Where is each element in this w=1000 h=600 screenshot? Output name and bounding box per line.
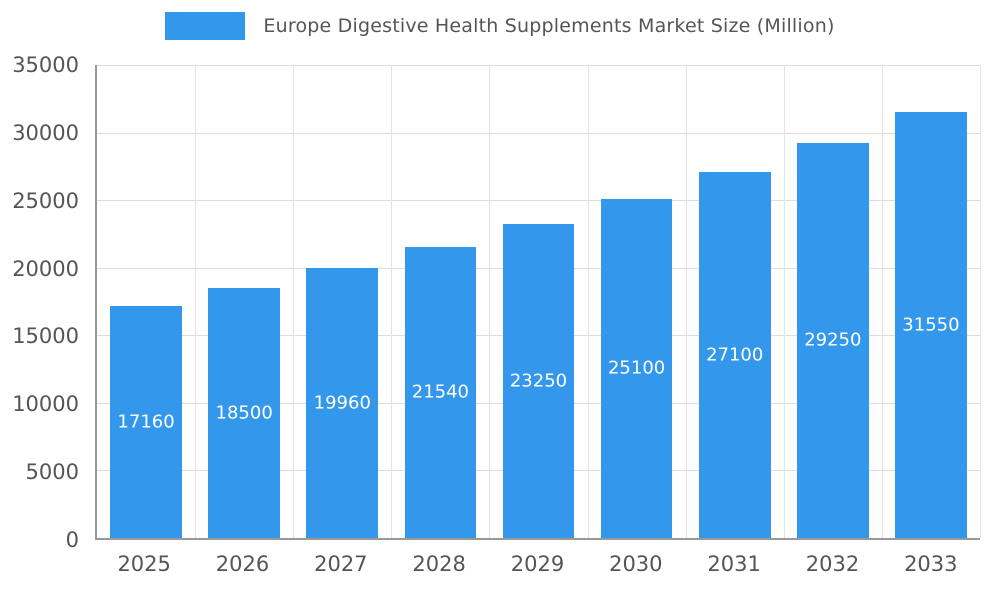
- bar-slot: 25100: [588, 65, 686, 538]
- legend-swatch: [165, 12, 246, 40]
- plot-area: 17160 18500 19960 21540 23250 25100 27100 29250…: [95, 65, 981, 540]
- y-tick-label: 0: [65, 528, 79, 552]
- bar-value-label: 21540: [411, 381, 470, 403]
- vertical-gridline: [881, 65, 883, 538]
- chart-title: Europe Digestive Health Supplements Mark…: [263, 15, 835, 37]
- x-axis: 2025 2026 2027 2028 2029 2030 2031 2032 2033: [95, 552, 980, 576]
- bar-2032: 29250: [797, 142, 869, 538]
- bar-value-label: 17160: [117, 411, 175, 433]
- bar-2031: 27100: [698, 171, 771, 538]
- bar-value-label: 29250: [804, 329, 862, 351]
- bar-2028: 21540: [404, 246, 477, 538]
- bar-slot: 29250: [784, 65, 882, 538]
- vertical-gridline: [685, 65, 687, 538]
- bar-2029: 23250: [502, 223, 575, 538]
- vertical-gridline: [489, 65, 491, 538]
- bar-slot: 19960: [293, 65, 391, 538]
- vertical-gridline: [195, 65, 197, 538]
- x-tick-label: 2027: [314, 552, 368, 576]
- bar-2025: 17160: [110, 306, 182, 538]
- bar-slot: 21540: [391, 65, 489, 538]
- bar-value-label: 25100: [607, 357, 666, 379]
- bar-2027: 19960: [306, 268, 379, 538]
- bar-slot: 31550: [882, 65, 980, 538]
- y-tick-label: 30000: [12, 120, 79, 145]
- bar-2030: 25100: [600, 198, 673, 538]
- bar-slot: 17160: [97, 65, 195, 538]
- y-tick-label: 5000: [25, 460, 79, 485]
- bar-value-label: 27100: [706, 344, 764, 366]
- vertical-gridline: [783, 65, 785, 538]
- bar-slot: 18500: [195, 65, 293, 538]
- x-tick-label: 2028: [412, 552, 466, 576]
- vertical-gridline: [293, 65, 295, 538]
- bar-value-label: 18500: [215, 402, 273, 424]
- x-tick-label: 2026: [215, 552, 270, 576]
- x-tick-label: 2029: [510, 552, 565, 576]
- y-tick-label: 15000: [12, 324, 79, 349]
- y-axis: 0 5000 10000 15000 20000 25000 30000 35000: [0, 53, 87, 552]
- vertical-gridline: [587, 65, 589, 538]
- bar-2026: 18500: [208, 288, 280, 538]
- bar-value-label: 23250: [509, 370, 568, 392]
- x-tick-label: 2032: [805, 552, 860, 576]
- y-tick-label: 20000: [12, 256, 79, 281]
- bar-slot: 23250: [489, 65, 587, 538]
- bar-2033: 31550: [895, 111, 967, 538]
- chart-legend: Europe Digestive Health Supplements Mark…: [0, 12, 1000, 40]
- horizontal-gridline: [97, 200, 980, 202]
- bar-value-label: 19960: [313, 392, 371, 414]
- y-tick-label: 10000: [12, 392, 79, 417]
- vertical-gridline: [391, 65, 393, 538]
- x-tick-label: 2030: [609, 552, 663, 576]
- y-tick-label: 35000: [12, 53, 79, 77]
- x-tick-label: 2031: [707, 552, 761, 576]
- bars-row: 17160 18500 19960 21540 23250 25100 27100 29250…: [97, 65, 980, 538]
- x-tick-label: 2033: [904, 552, 958, 576]
- y-tick-label: 25000: [12, 188, 79, 213]
- vertical-gridline: [980, 65, 981, 538]
- horizontal-gridline: [97, 65, 980, 66]
- bar-slot: 27100: [686, 65, 784, 538]
- x-tick-label: 2025: [117, 552, 171, 576]
- horizontal-gridline: [97, 132, 980, 134]
- bar-value-label: 31550: [902, 314, 960, 336]
